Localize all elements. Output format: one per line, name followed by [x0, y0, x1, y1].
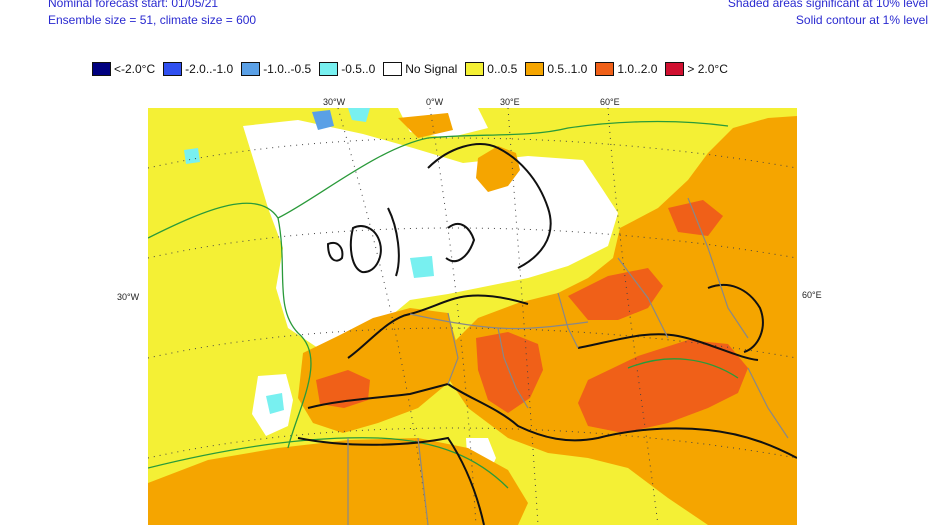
forecast-start-text: Nominal forecast start: 01/05/21: [48, 0, 219, 10]
legend-swatch: [241, 62, 261, 76]
legend-item: 0.5..1.0: [525, 62, 587, 76]
legend-item: No Signal: [383, 62, 457, 76]
shading-note-text: Shaded areas significant at 10% level: [727, 0, 928, 10]
legend-swatch: [665, 62, 685, 76]
warm-area-north-africa: [148, 438, 528, 525]
legend-item: 0..0.5: [465, 62, 517, 76]
cold-area-portugal: [266, 393, 284, 414]
legend-label: 0.5..1.0: [547, 62, 588, 76]
legend-label: <-2.0°C: [114, 62, 156, 76]
tick-label-top: 60°E: [600, 97, 620, 107]
legend-label: 1.0..2.0: [617, 62, 658, 76]
legend-swatch: [319, 62, 339, 76]
legend-item: <-2.0°C: [92, 62, 155, 76]
legend-label: 0..0.5: [487, 62, 518, 76]
legend-swatch: [92, 62, 111, 76]
anomaly-map: [148, 108, 797, 525]
warm-area-arctic: [398, 113, 453, 138]
country-borders: [347, 197, 789, 525]
legend-swatch: [383, 62, 403, 76]
forecast-info: Nominal forecast start: 01/05/21 Ensembl…: [48, 0, 256, 29]
legend-swatch: [163, 62, 183, 76]
tick-label-top: 30°W: [323, 97, 346, 107]
warm-area-scandinavia: [476, 146, 520, 192]
legend-label: -1.0..-0.5: [263, 62, 312, 76]
significance-info: Shaded areas significant at 10% level So…: [728, 0, 928, 29]
legend-label: No Signal: [405, 62, 458, 76]
graticule: [148, 108, 797, 525]
color-legend: <-2.0°C -2.0..-1.0 -1.0..-0.5 -0.5..0 No…: [92, 60, 736, 78]
legend-label: -0.5..0: [341, 62, 376, 76]
legend-swatch: [525, 62, 545, 76]
cold-area-north-sea: [410, 256, 434, 278]
tick-label-top: 0°W: [426, 97, 444, 107]
legend-label: > 2.0°C: [687, 62, 728, 76]
cold-area-atlantic: [312, 110, 334, 130]
hot-area-ukraine: [568, 268, 663, 320]
legend-item: > 2.0°C: [665, 62, 728, 76]
legend-item: 1.0..2.0: [595, 62, 657, 76]
cold-area-iceland: [348, 108, 370, 122]
legend-item: -2.0..-1.0: [163, 62, 233, 76]
contour-note-text: Solid contour at 1% level: [795, 13, 928, 27]
legend-swatch: [465, 62, 485, 76]
hot-area-iberia: [316, 370, 370, 408]
cold-area-greenland: [184, 148, 200, 164]
legend-item: -0.5..0: [319, 62, 375, 76]
significance-contours: [148, 120, 739, 489]
legend-item: -1.0..-0.5: [241, 62, 311, 76]
tick-label-top: 30°E: [500, 97, 520, 107]
tick-label-right: 60°E: [802, 290, 822, 300]
legend-label: -2.0..-1.0: [185, 62, 234, 76]
ensemble-size-text: Ensemble size = 51, climate size = 600: [48, 13, 257, 27]
anomaly-map-svg: [148, 108, 797, 525]
tick-label-left: 30°W: [117, 292, 140, 302]
legend-swatch: [595, 62, 615, 76]
coastlines: [297, 143, 797, 525]
